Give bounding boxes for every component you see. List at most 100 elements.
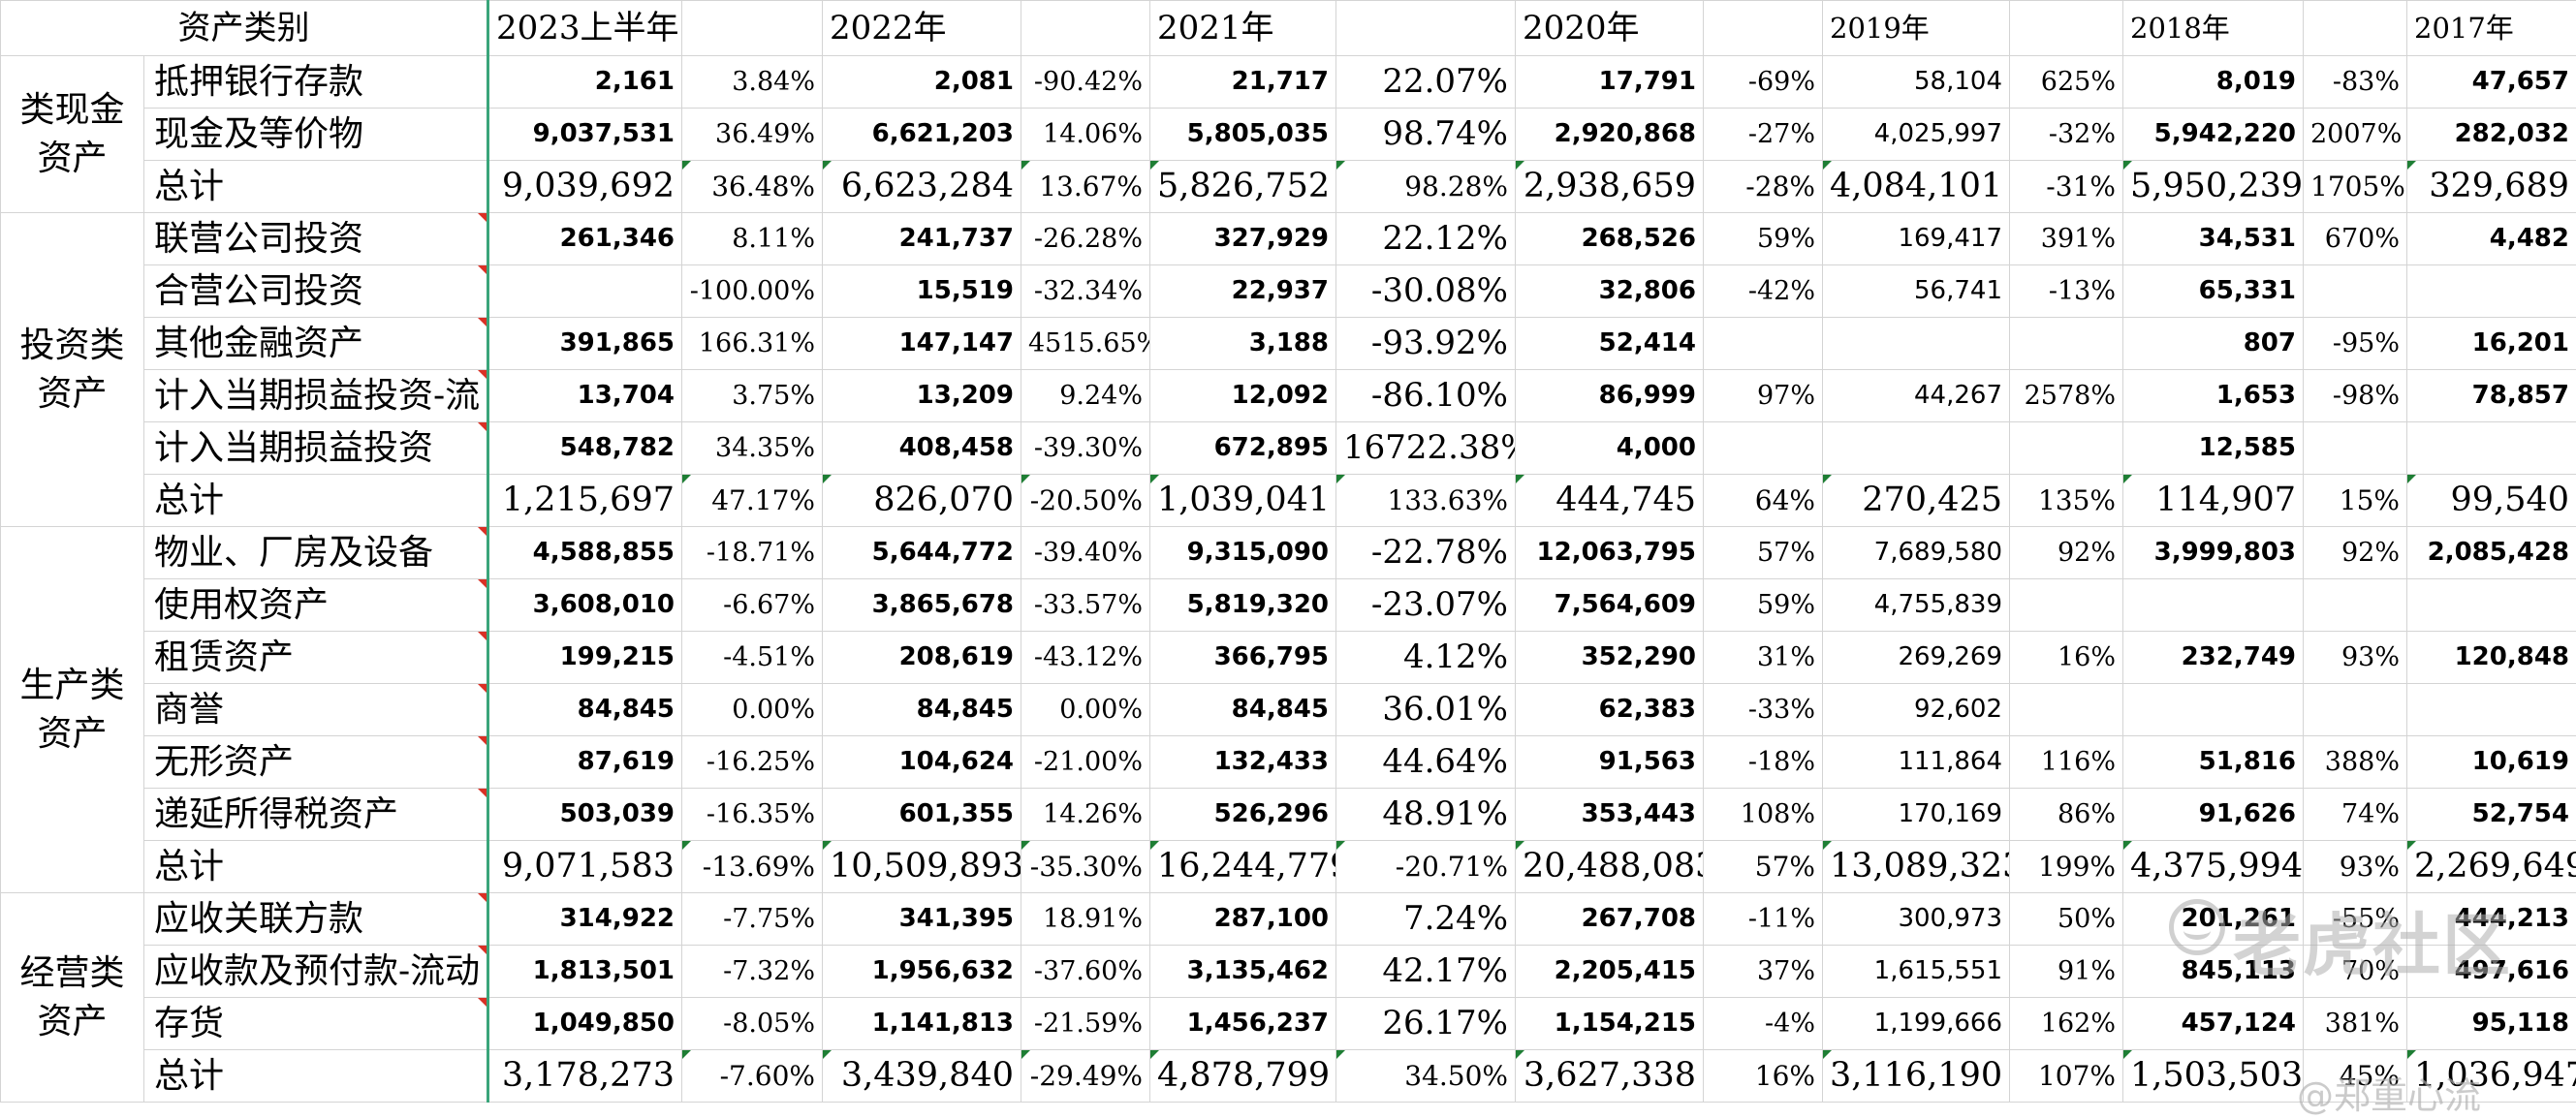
value-cell[interactable]: 20,488,083 bbox=[1516, 841, 1704, 893]
value-cell[interactable]: 267,708 bbox=[1516, 893, 1704, 946]
percent-cell[interactable]: 381% bbox=[2304, 998, 2407, 1050]
value-cell[interactable]: 2,161 bbox=[488, 56, 682, 109]
value-cell[interactable]: 17,791 bbox=[1516, 56, 1704, 109]
percent-cell[interactable]: 2007% bbox=[2304, 109, 2407, 161]
percent-cell[interactable]: 116% bbox=[2010, 736, 2123, 789]
percent-cell[interactable]: 18.91% bbox=[1021, 893, 1150, 946]
value-cell[interactable]: 56,741 bbox=[1823, 265, 2010, 318]
percent-cell[interactable]: 36.49% bbox=[682, 109, 823, 161]
value-cell[interactable]: 78,857 bbox=[2407, 370, 2576, 422]
percent-cell[interactable]: 7.24% bbox=[1336, 893, 1516, 946]
value-cell[interactable] bbox=[2123, 579, 2304, 632]
percent-cell[interactable]: 34.35% bbox=[682, 422, 823, 475]
value-cell[interactable]: 2,085,428 bbox=[2407, 527, 2576, 579]
row-label[interactable]: 物业、厂房及设备 bbox=[144, 527, 488, 579]
value-cell[interactable]: 444,213 bbox=[2407, 893, 2576, 946]
percent-cell[interactable]: -8.05% bbox=[682, 998, 823, 1050]
value-cell[interactable]: 208,619 bbox=[823, 632, 1021, 684]
value-cell[interactable]: 845,113 bbox=[2123, 946, 2304, 998]
percent-cell[interactable]: 133.63% bbox=[1336, 475, 1516, 527]
value-cell[interactable]: 91,563 bbox=[1516, 736, 1704, 789]
header-cell[interactable]: 2021年 bbox=[1150, 1, 1336, 56]
value-cell[interactable]: 12,585 bbox=[2123, 422, 2304, 475]
percent-cell[interactable]: 57% bbox=[1704, 527, 1823, 579]
value-cell[interactable]: 327,929 bbox=[1150, 213, 1336, 265]
percent-cell[interactable]: 93% bbox=[2304, 841, 2407, 893]
value-cell[interactable]: 13,209 bbox=[823, 370, 1021, 422]
percent-cell[interactable]: 108% bbox=[1704, 789, 1823, 841]
value-cell[interactable]: 391,865 bbox=[488, 318, 682, 370]
value-cell[interactable]: 99,540 bbox=[2407, 475, 2576, 527]
percent-cell[interactable]: 3.75% bbox=[682, 370, 823, 422]
percent-cell[interactable]: 98.28% bbox=[1336, 161, 1516, 213]
value-cell[interactable]: 444,745 bbox=[1516, 475, 1704, 527]
percent-cell[interactable]: -33.57% bbox=[1021, 579, 1150, 632]
percent-cell[interactable]: 48.91% bbox=[1336, 789, 1516, 841]
value-cell[interactable]: 169,417 bbox=[1823, 213, 2010, 265]
percent-cell[interactable]: -21.00% bbox=[1021, 736, 1150, 789]
percent-cell[interactable]: -13.69% bbox=[682, 841, 823, 893]
percent-cell[interactable]: 86% bbox=[2010, 789, 2123, 841]
value-cell[interactable]: 3,865,678 bbox=[823, 579, 1021, 632]
value-cell[interactable] bbox=[1823, 318, 2010, 370]
percent-cell[interactable]: -29.49% bbox=[1021, 1050, 1150, 1103]
percent-cell[interactable]: 22.07% bbox=[1336, 56, 1516, 109]
percent-cell[interactable] bbox=[2010, 422, 2123, 475]
value-cell[interactable]: 6,623,284 bbox=[823, 161, 1021, 213]
row-label[interactable]: 计入当期损益投资-流 bbox=[144, 370, 488, 422]
percent-cell[interactable]: 16% bbox=[1704, 1050, 1823, 1103]
category-label[interactable]: 生产类资产 bbox=[1, 527, 144, 893]
value-cell[interactable]: 114,907 bbox=[2123, 475, 2304, 527]
row-label[interactable]: 使用权资产 bbox=[144, 579, 488, 632]
value-cell[interactable]: 5,805,035 bbox=[1150, 109, 1336, 161]
value-cell[interactable]: 2,920,868 bbox=[1516, 109, 1704, 161]
percent-cell[interactable]: 3.84% bbox=[682, 56, 823, 109]
percent-cell[interactable]: -95% bbox=[2304, 318, 2407, 370]
value-cell[interactable]: 4,588,855 bbox=[488, 527, 682, 579]
percent-cell[interactable]: 0.00% bbox=[682, 684, 823, 736]
value-cell[interactable]: 287,100 bbox=[1150, 893, 1336, 946]
value-cell[interactable]: 92,602 bbox=[1823, 684, 2010, 736]
percent-cell[interactable]: 388% bbox=[2304, 736, 2407, 789]
value-cell[interactable]: 5,942,220 bbox=[2123, 109, 2304, 161]
header-cell[interactable]: 2022年 bbox=[823, 1, 1021, 56]
value-cell[interactable]: 132,433 bbox=[1150, 736, 1336, 789]
value-cell[interactable]: 4,375,994 bbox=[2123, 841, 2304, 893]
percent-cell[interactable] bbox=[1704, 422, 1823, 475]
percent-cell[interactable]: 34.50% bbox=[1336, 1050, 1516, 1103]
value-cell[interactable]: 3,439,840 bbox=[823, 1050, 1021, 1103]
value-cell[interactable]: 91,626 bbox=[2123, 789, 2304, 841]
percent-cell[interactable]: 162% bbox=[2010, 998, 2123, 1050]
percent-cell[interactable]: 9.24% bbox=[1021, 370, 1150, 422]
percent-cell[interactable]: -13% bbox=[2010, 265, 2123, 318]
row-label[interactable]: 总计 bbox=[144, 161, 488, 213]
value-cell[interactable]: 199,215 bbox=[488, 632, 682, 684]
percent-cell[interactable]: 0.00% bbox=[1021, 684, 1150, 736]
value-cell[interactable]: 269,269 bbox=[1823, 632, 2010, 684]
value-cell[interactable]: 1,049,850 bbox=[488, 998, 682, 1050]
value-cell[interactable]: 268,526 bbox=[1516, 213, 1704, 265]
percent-cell[interactable]: -69% bbox=[1704, 56, 1823, 109]
value-cell[interactable]: 170,169 bbox=[1823, 789, 2010, 841]
percent-cell[interactable]: -37.60% bbox=[1021, 946, 1150, 998]
value-cell[interactable]: 5,950,239 bbox=[2123, 161, 2304, 213]
value-cell[interactable] bbox=[488, 265, 682, 318]
value-cell[interactable]: 12,092 bbox=[1150, 370, 1336, 422]
value-cell[interactable]: 9,071,583 bbox=[488, 841, 682, 893]
value-cell[interactable]: 1,215,697 bbox=[488, 475, 682, 527]
value-cell[interactable]: 1,141,813 bbox=[823, 998, 1021, 1050]
value-cell[interactable]: 548,782 bbox=[488, 422, 682, 475]
value-cell[interactable]: 3,627,338 bbox=[1516, 1050, 1704, 1103]
value-cell[interactable]: 147,147 bbox=[823, 318, 1021, 370]
percent-cell[interactable]: -18.71% bbox=[682, 527, 823, 579]
percent-cell[interactable]: 36.48% bbox=[682, 161, 823, 213]
row-label[interactable]: 联营公司投资 bbox=[144, 213, 488, 265]
value-cell[interactable]: 5,819,320 bbox=[1150, 579, 1336, 632]
value-cell[interactable]: 52,754 bbox=[2407, 789, 2576, 841]
percent-cell[interactable]: 37% bbox=[1704, 946, 1823, 998]
value-cell[interactable]: 314,922 bbox=[488, 893, 682, 946]
percent-cell[interactable]: 166.31% bbox=[682, 318, 823, 370]
value-cell[interactable]: 7,689,580 bbox=[1823, 527, 2010, 579]
value-cell[interactable]: 672,895 bbox=[1150, 422, 1336, 475]
value-cell[interactable]: 16,244,779 bbox=[1150, 841, 1336, 893]
